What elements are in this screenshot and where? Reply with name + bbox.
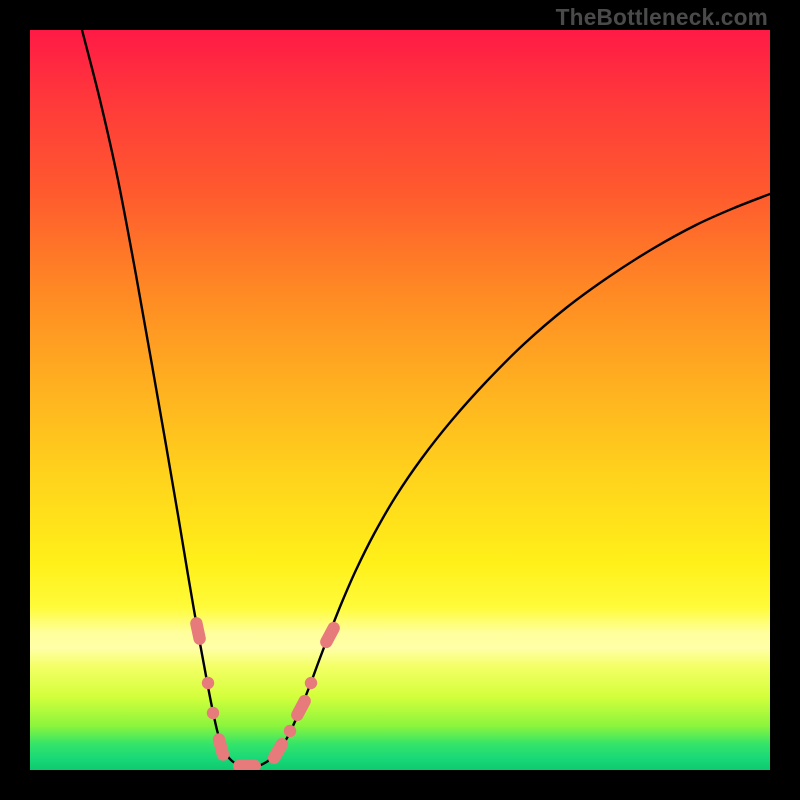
curve-marker [211,732,230,762]
curve-marker [303,675,320,692]
curve-marker [189,616,207,646]
curve-marker [289,693,313,724]
bottleneck-curve-layer [30,30,770,770]
plot-area [30,30,770,770]
curve-marker [266,736,291,766]
curve-marker [318,620,342,651]
curve-marker [282,723,299,740]
curve-marker [206,706,221,721]
watermark-text: TheBottleneck.com [556,4,768,31]
bottleneck-curve [82,30,770,767]
chart-frame: TheBottleneck.com [0,0,800,800]
curve-markers [189,616,342,770]
curve-marker [233,760,261,770]
curve-marker [201,676,216,691]
